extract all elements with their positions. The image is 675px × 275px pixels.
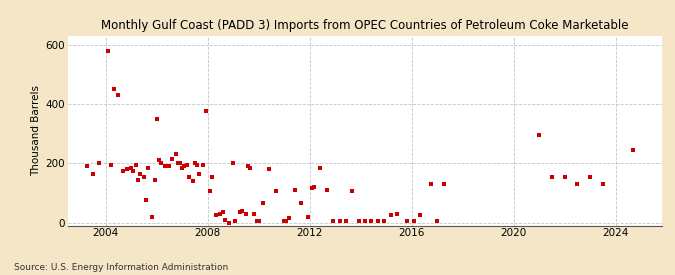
Point	[321, 188, 332, 192]
Point	[177, 166, 188, 170]
Point	[205, 189, 215, 194]
Point	[81, 164, 92, 168]
Point	[308, 185, 319, 189]
Point	[627, 148, 638, 152]
Point	[585, 174, 595, 179]
Point	[109, 87, 119, 91]
Point	[215, 211, 226, 216]
Point	[402, 219, 412, 223]
Point	[245, 166, 256, 170]
Point	[126, 166, 136, 170]
Point	[117, 169, 128, 173]
Point	[392, 211, 402, 216]
Point	[181, 163, 192, 167]
Point	[128, 169, 138, 173]
Point	[249, 211, 260, 216]
Point	[253, 219, 264, 223]
Title: Monthly Gulf Coast (PADD 3) Imports from OPEC Countries of Petroleum Coke Market: Monthly Gulf Coast (PADD 3) Imports from…	[101, 19, 628, 32]
Point	[534, 133, 545, 137]
Point	[143, 166, 154, 170]
Y-axis label: Thousand Barrels: Thousand Barrels	[31, 85, 41, 176]
Point	[328, 219, 339, 223]
Point	[149, 177, 160, 182]
Point	[156, 161, 167, 166]
Point	[188, 179, 198, 183]
Point	[217, 210, 228, 214]
Point	[559, 174, 570, 179]
Point	[281, 219, 292, 223]
Point	[296, 201, 306, 205]
Point	[347, 189, 358, 194]
Point	[207, 174, 217, 179]
Text: Source: U.S. Energy Information Administration: Source: U.S. Energy Information Administ…	[14, 263, 227, 272]
Point	[173, 161, 184, 166]
Point	[164, 164, 175, 168]
Point	[134, 171, 145, 176]
Point	[236, 208, 247, 213]
Point	[385, 213, 396, 217]
Point	[183, 174, 194, 179]
Point	[200, 109, 211, 114]
Point	[230, 219, 241, 223]
Point	[353, 219, 364, 223]
Point	[302, 214, 313, 219]
Point	[198, 163, 209, 167]
Point	[147, 214, 158, 219]
Point	[264, 167, 275, 171]
Point	[103, 48, 113, 53]
Point	[153, 158, 164, 163]
Point	[140, 198, 151, 202]
Point	[166, 156, 177, 161]
Point	[227, 161, 238, 166]
Point	[408, 219, 419, 223]
Point	[105, 163, 116, 167]
Point	[366, 219, 377, 223]
Point	[306, 186, 317, 191]
Point	[194, 171, 205, 176]
Point	[315, 166, 326, 170]
Point	[379, 219, 389, 223]
Point	[223, 220, 234, 225]
Point	[373, 219, 383, 223]
Point	[425, 182, 436, 186]
Point	[130, 163, 141, 167]
Point	[122, 167, 132, 171]
Point	[251, 219, 262, 223]
Point	[219, 217, 230, 222]
Point	[132, 177, 143, 182]
Point	[283, 216, 294, 220]
Point	[340, 219, 351, 223]
Point	[290, 188, 300, 192]
Point	[334, 219, 345, 223]
Point	[192, 163, 202, 167]
Point	[242, 164, 253, 168]
Point	[175, 161, 186, 166]
Point	[138, 174, 149, 179]
Point	[597, 182, 608, 186]
Point	[271, 189, 281, 194]
Point	[438, 182, 449, 186]
Point	[94, 161, 105, 166]
Point	[240, 211, 251, 216]
Point	[572, 182, 583, 186]
Point	[113, 93, 124, 97]
Point	[234, 210, 245, 214]
Point	[211, 213, 221, 217]
Point	[88, 171, 99, 176]
Point	[190, 161, 200, 166]
Point	[414, 213, 425, 217]
Point	[151, 117, 162, 121]
Point	[432, 219, 443, 223]
Point	[160, 164, 171, 168]
Point	[171, 152, 182, 156]
Point	[279, 219, 290, 223]
Point	[179, 164, 190, 168]
Point	[360, 219, 371, 223]
Point	[547, 174, 558, 179]
Point	[258, 201, 269, 205]
